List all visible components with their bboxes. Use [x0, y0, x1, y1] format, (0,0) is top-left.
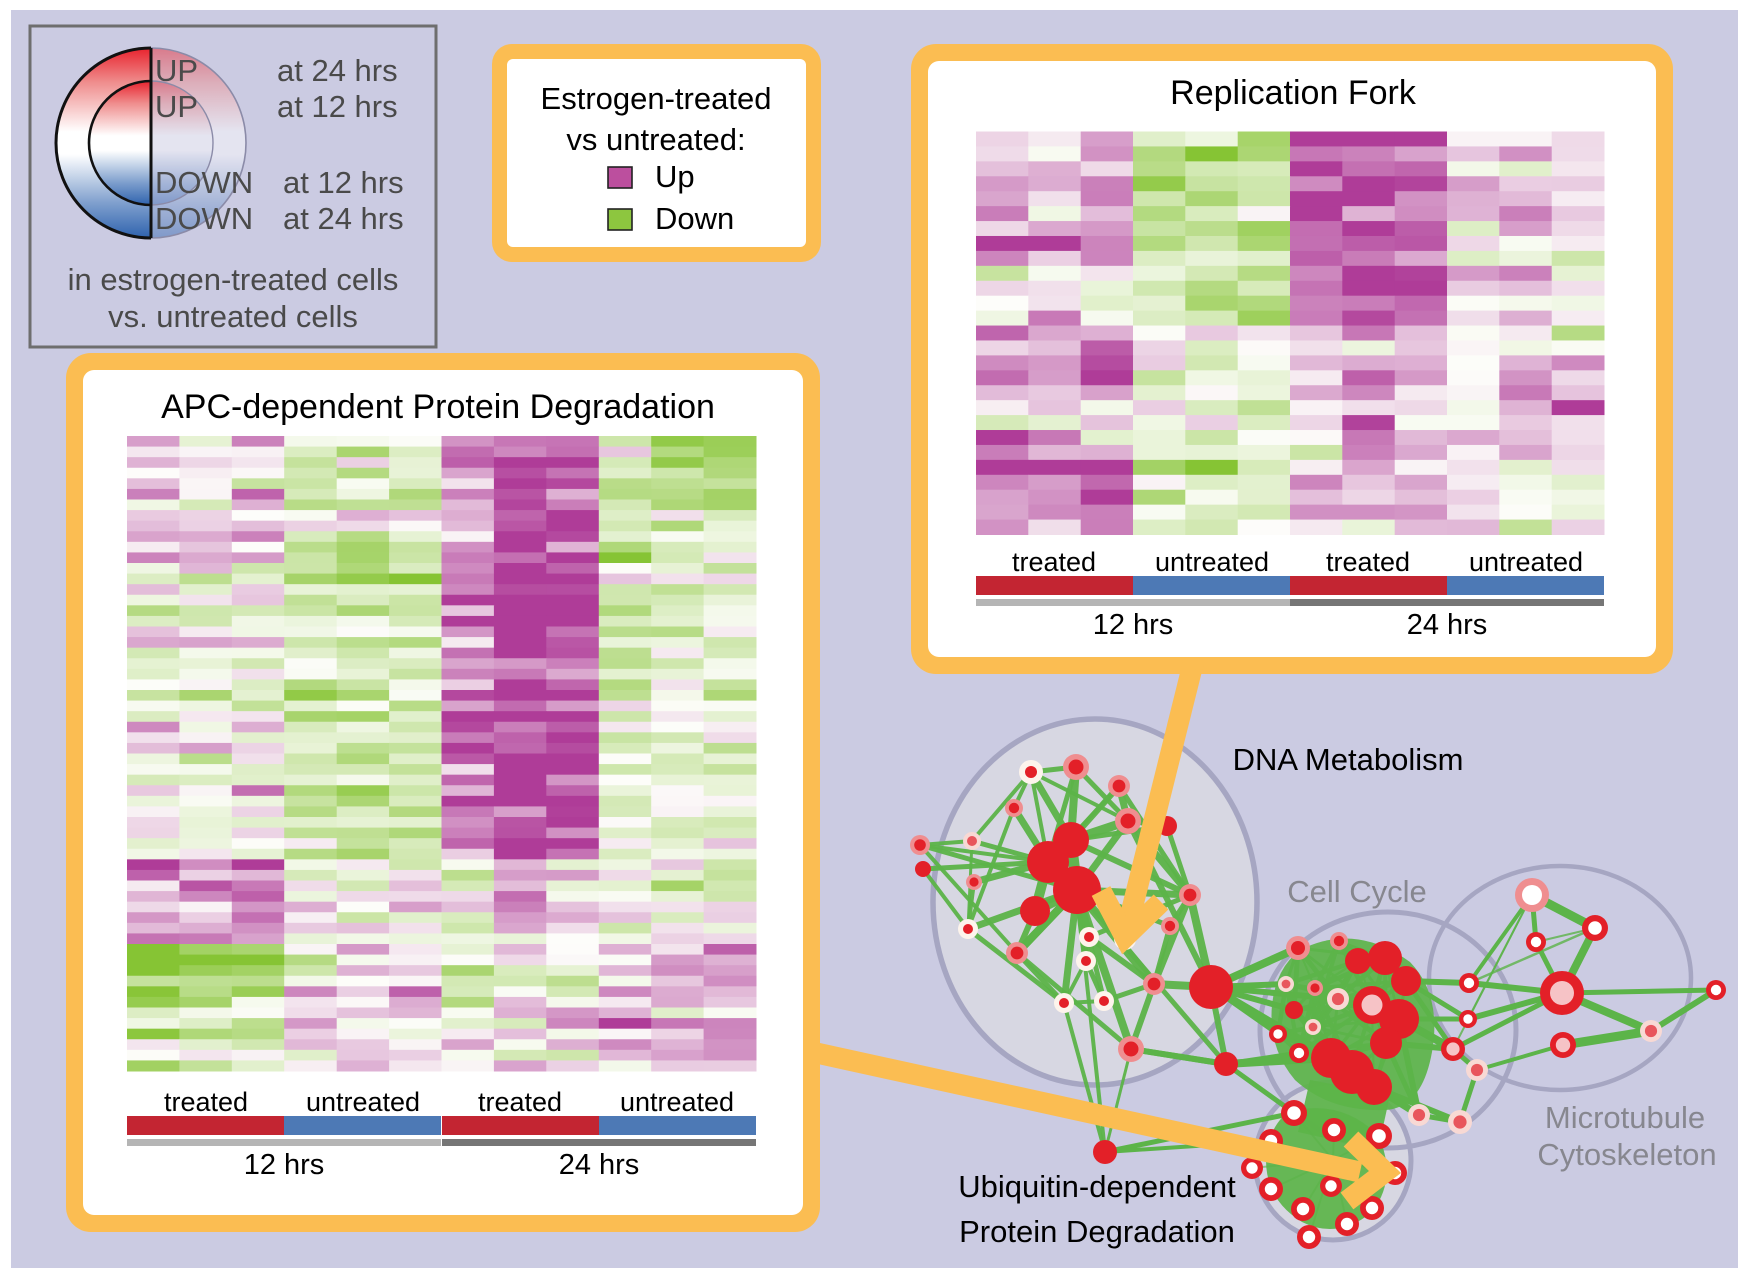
svg-text:in estrogen-treated cells: in estrogen-treated cells [68, 262, 399, 297]
svg-text:untreated: untreated [620, 1087, 734, 1117]
svg-text:at 12 hrs: at 12 hrs [277, 89, 398, 124]
svg-text:Replication Fork: Replication Fork [1170, 74, 1417, 112]
svg-text:Microtubule: Microtubule [1545, 1100, 1705, 1135]
svg-text:treated: treated [1012, 547, 1096, 577]
svg-text:Down: Down [655, 201, 734, 236]
svg-text:vs untreated:: vs untreated: [566, 122, 745, 157]
svg-text:24 hrs: 24 hrs [559, 1149, 640, 1181]
svg-text:12 hrs: 12 hrs [244, 1149, 325, 1181]
svg-text:untreated: untreated [1155, 547, 1269, 577]
svg-text:DOWN: DOWN [155, 201, 253, 236]
svg-text:vs. untreated cells: vs. untreated cells [108, 299, 358, 334]
svg-text:APC-dependent Protein Degradat: APC-dependent Protein Degradation [161, 388, 715, 426]
svg-text:treated: treated [1326, 547, 1410, 577]
svg-text:treated: treated [164, 1087, 248, 1117]
svg-text:Ubiquitin-dependent: Ubiquitin-dependent [958, 1169, 1236, 1204]
svg-text:Protein Degradation: Protein Degradation [959, 1214, 1235, 1249]
svg-text:Estrogen-treated: Estrogen-treated [541, 81, 772, 116]
svg-text:Cytoskeleton: Cytoskeleton [1537, 1137, 1716, 1172]
svg-text:at 24 hrs: at 24 hrs [283, 201, 404, 236]
svg-text:UP: UP [155, 89, 198, 124]
svg-text:12 hrs: 12 hrs [1093, 609, 1174, 641]
svg-text:treated: treated [478, 1087, 562, 1117]
svg-text:DNA Metabolism: DNA Metabolism [1233, 742, 1464, 777]
svg-text:at 24 hrs: at 24 hrs [277, 53, 398, 88]
svg-text:24 hrs: 24 hrs [1407, 609, 1488, 641]
svg-text:at 12 hrs: at 12 hrs [283, 165, 404, 200]
svg-text:Up: Up [655, 159, 695, 194]
svg-text:DOWN: DOWN [155, 165, 253, 200]
svg-text:untreated: untreated [1469, 547, 1583, 577]
svg-text:Cell Cycle: Cell Cycle [1287, 874, 1427, 909]
svg-text:untreated: untreated [306, 1087, 420, 1117]
svg-text:UP: UP [155, 53, 198, 88]
